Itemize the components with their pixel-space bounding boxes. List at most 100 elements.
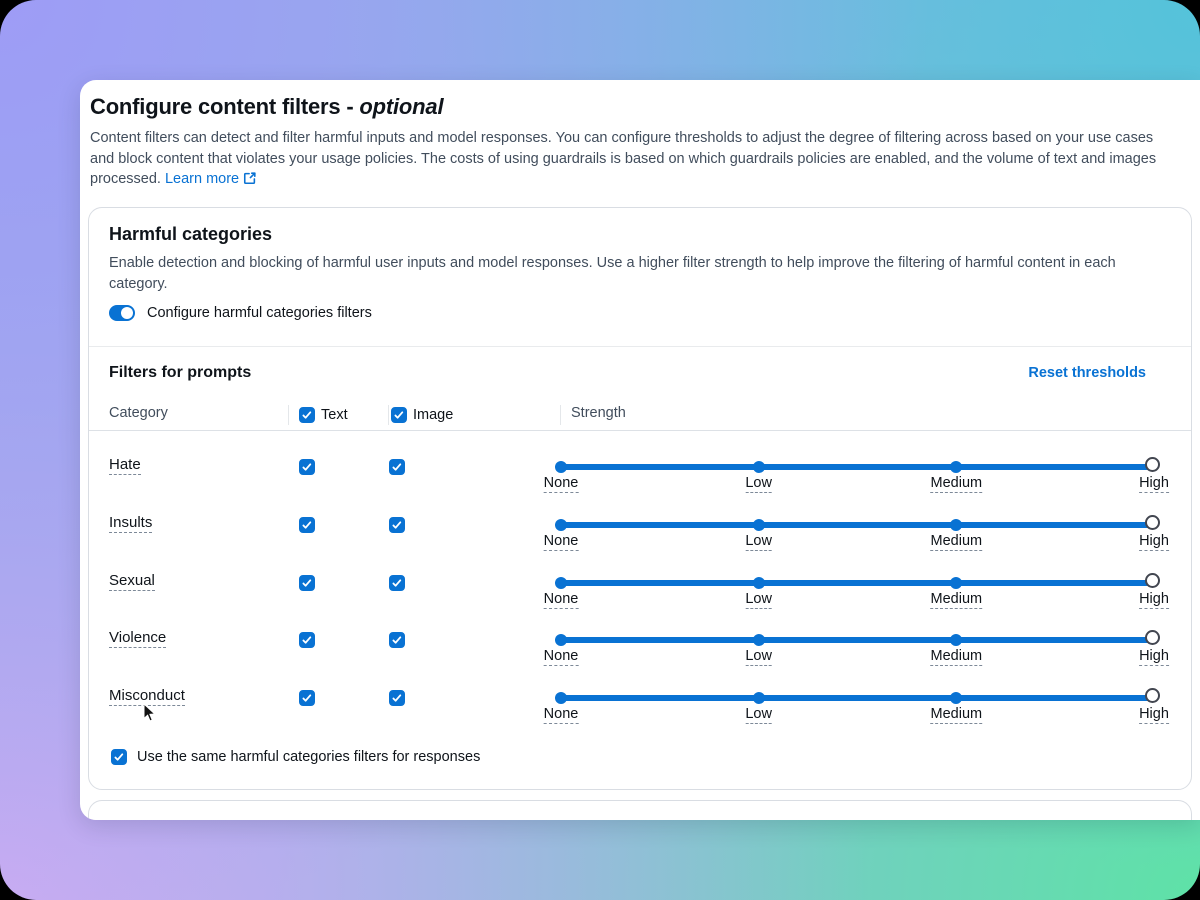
strength-slider: None Low Medium High <box>543 662 1169 725</box>
filter-row: Sexual None Low Medium High <box>89 547 1191 609</box>
slider-tick-label[interactable]: High <box>1139 590 1169 609</box>
harmful-categories-description: Enable detection and blocking of harmful… <box>109 255 1116 292</box>
configure-filters-toggle-row: Configure harmful categories filters <box>109 305 372 321</box>
configure-filters-toggle-label: Configure harmful categories filters <box>147 305 372 321</box>
slider-tick-label[interactable]: Medium <box>930 590 983 609</box>
filters-table-header: Category Text Image Strength <box>89 401 1191 431</box>
row-image-checkbox[interactable] <box>389 516 405 533</box>
slider-tick-label[interactable]: Low <box>745 475 772 493</box>
category-label[interactable]: Violence <box>109 629 167 649</box>
category-label[interactable]: Hate <box>109 456 141 475</box>
slider-tick-label[interactable]: High <box>1139 475 1169 493</box>
page-title-optional: optional <box>359 94 444 119</box>
slider-handle[interactable] <box>1145 572 1160 588</box>
slider-tick-dot <box>752 692 765 705</box>
slider-track[interactable] <box>561 464 1154 470</box>
slider-track[interactable] <box>561 637 1154 644</box>
slider-handle[interactable] <box>1145 457 1160 472</box>
slider-handle[interactable] <box>1145 630 1160 646</box>
toggle-knob <box>121 307 133 319</box>
row-text-checkbox[interactable] <box>299 574 315 591</box>
section-divider <box>89 346 1191 347</box>
text-column-checkbox[interactable] <box>299 407 315 423</box>
filter-row: Insults None Low Medium High <box>89 489 1191 551</box>
column-separator <box>560 405 561 425</box>
slider-tick-dot <box>555 461 567 473</box>
slider-tick-dot <box>950 692 963 705</box>
slider-tick-label[interactable]: None <box>543 648 579 667</box>
row-image-checkbox[interactable] <box>389 574 405 591</box>
content-filters-panel: Configure content filters - optional Con… <box>80 80 1200 820</box>
slider-tick-dot <box>752 634 765 647</box>
slider-tick-dot <box>555 576 567 589</box>
strength-slider: None Low Medium High <box>543 489 1169 551</box>
slider-tick-label[interactable]: Medium <box>930 706 983 725</box>
slider-tick-label[interactable]: None <box>543 532 579 551</box>
slider-tick-label[interactable]: High <box>1139 706 1169 725</box>
external-link-icon <box>243 171 257 185</box>
slider-tick-label[interactable]: Low <box>745 706 772 725</box>
page-title: Configure content filters - optional <box>90 94 444 120</box>
learn-more-label: Learn more <box>164 171 240 187</box>
slider-tick-label[interactable]: None <box>543 590 579 609</box>
slider-track[interactable] <box>561 521 1154 528</box>
harmful-categories-heading: Harmful categories <box>109 224 273 244</box>
slider-tick-label[interactable]: Medium <box>930 475 983 493</box>
slider-tick-dot <box>752 518 765 531</box>
slider-tick-label[interactable]: None <box>543 706 579 725</box>
filters-table-body: Hate None Low Medium High Insults None L… <box>89 431 1191 725</box>
column-header-text: Text <box>321 407 348 423</box>
column-separator <box>388 405 389 425</box>
slider-tick-label[interactable]: High <box>1139 648 1169 667</box>
slider-handle[interactable] <box>1145 688 1160 704</box>
slider-tick-label[interactable]: Medium <box>930 648 983 667</box>
slider-tick-label[interactable]: High <box>1139 532 1169 551</box>
row-text-checkbox[interactable] <box>299 459 315 475</box>
slider-tick-label[interactable]: Low <box>745 648 772 667</box>
category-label[interactable]: Insults <box>109 513 153 533</box>
strength-slider: None Low Medium High <box>543 547 1169 609</box>
strength-slider: None Low Medium High <box>543 604 1169 667</box>
use-same-filters-label: Use the same harmful categories filters … <box>137 749 481 765</box>
category-label[interactable]: Misconduct <box>109 687 185 707</box>
next-section-card-partial <box>88 800 1192 820</box>
strength-slider: None Low Medium High <box>543 431 1169 493</box>
use-same-filters-checkbox[interactable] <box>111 749 127 765</box>
slider-track[interactable] <box>561 579 1154 586</box>
column-header-image-group: Image <box>391 407 453 423</box>
slider-tick-dot <box>950 576 963 589</box>
row-text-checkbox[interactable] <box>299 632 315 649</box>
row-text-checkbox[interactable] <box>299 690 315 707</box>
slider-tick-dot <box>555 518 567 531</box>
row-image-checkbox[interactable] <box>389 632 405 649</box>
slider-track[interactable] <box>561 695 1154 702</box>
filters-subheader: Filters for prompts Reset thresholds <box>109 364 1146 382</box>
filter-row: Misconduct None Low Medium High <box>89 662 1191 725</box>
image-column-checkbox[interactable] <box>391 407 407 423</box>
slider-tick-label[interactable]: Low <box>745 532 772 551</box>
slider-tick-dot <box>950 634 963 647</box>
slider-tick-dot <box>950 518 963 531</box>
learn-more-link[interactable]: Learn more <box>165 171 257 187</box>
column-header-text-group: Text <box>299 407 348 423</box>
slider-tick-label[interactable]: None <box>543 475 579 493</box>
category-label[interactable]: Sexual <box>109 571 155 591</box>
column-header-category: Category <box>109 405 168 421</box>
slider-tick-dot <box>555 634 567 647</box>
responses-checkbox-row: Use the same harmful categories filters … <box>111 749 480 765</box>
slider-tick-label[interactable]: Medium <box>930 532 983 551</box>
slider-tick-dot <box>752 576 765 589</box>
row-image-checkbox[interactable] <box>389 690 405 707</box>
slider-tick-label[interactable]: Low <box>745 590 772 609</box>
row-text-checkbox[interactable] <box>299 516 315 533</box>
reset-thresholds-link[interactable]: Reset thresholds <box>1028 365 1146 381</box>
slider-handle[interactable] <box>1145 514 1160 530</box>
filters-for-prompts-heading: Filters for prompts <box>109 364 252 381</box>
column-header-image: Image <box>413 407 454 423</box>
page-description-text: Content filters can detect and filter ha… <box>90 130 1157 187</box>
filter-row: Hate None Low Medium High <box>89 431 1191 493</box>
filter-row: Violence None Low Medium High <box>89 604 1191 667</box>
row-image-checkbox[interactable] <box>389 459 405 475</box>
configure-filters-toggle[interactable] <box>109 305 135 321</box>
